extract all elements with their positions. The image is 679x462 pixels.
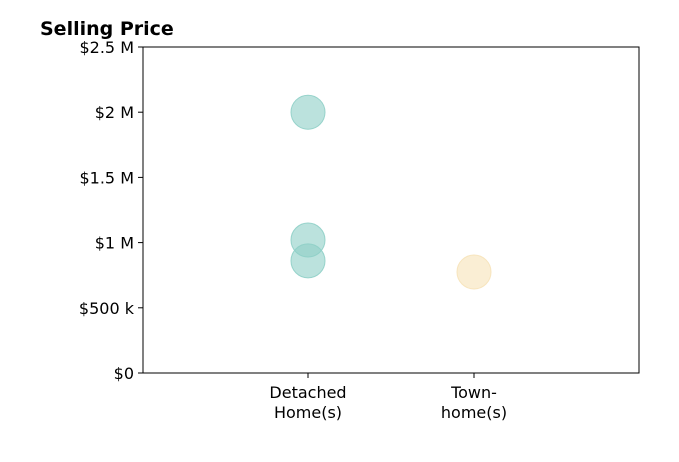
y-tick-label: $0 xyxy=(114,364,134,383)
y-axis: $0 $500 k $1 M $1.5 M $2 M $2.5 M xyxy=(79,38,143,383)
y-tick-label: $1 M xyxy=(95,234,134,253)
chart-title: Selling Price xyxy=(40,18,174,40)
data-point xyxy=(290,243,326,279)
data-points xyxy=(290,94,492,290)
x-tick-label: Detached Home(s) xyxy=(269,383,346,422)
data-point xyxy=(456,254,492,290)
y-tick-label: $1.5 M xyxy=(79,168,134,187)
y-tick-label: $2.5 M xyxy=(79,38,134,57)
x-tick-label: Town-home(s) xyxy=(441,383,507,422)
y-tick-label: $2 M xyxy=(95,103,134,122)
x-axis: Detached Home(s) Town-home(s) xyxy=(269,373,507,422)
data-point xyxy=(290,94,326,130)
y-tick-label: $500 k xyxy=(79,299,135,318)
plot-frame xyxy=(142,46,640,374)
